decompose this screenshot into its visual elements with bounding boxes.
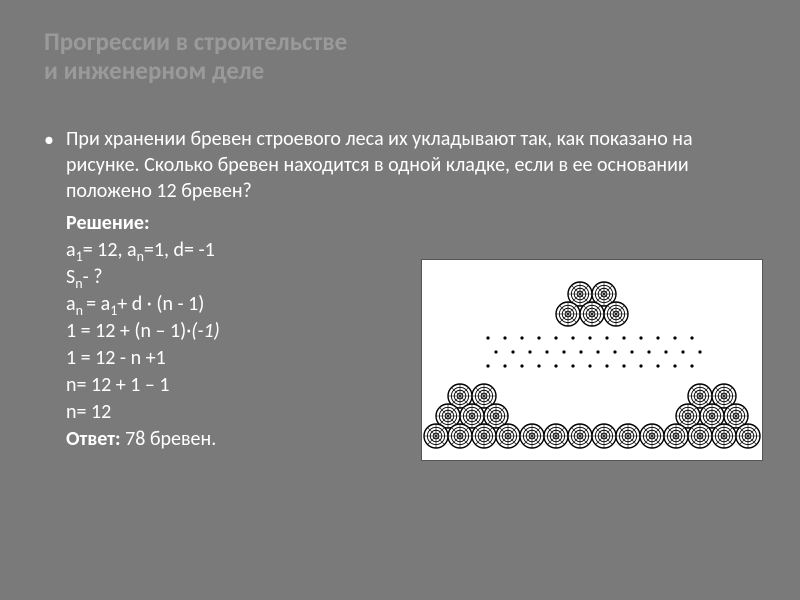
slide: Прогрессии в строительстве и инженерном … <box>0 0 800 600</box>
title-line-2: и инженерном деле <box>44 55 264 86</box>
title-line-1: Прогрессии в строительстве <box>44 26 347 57</box>
problem-block: • При хранении бревен строевого леса их … <box>44 126 756 204</box>
slide-title: Прогрессии в строительстве и инженерном … <box>44 28 756 86</box>
log-stack-figure <box>422 260 762 460</box>
solution-label: Решение: <box>66 210 756 237</box>
log-stack-svg <box>422 260 762 460</box>
problem-text: При хранении бревен строевого леса их ук… <box>66 126 726 204</box>
bullet-icon: • <box>44 126 66 152</box>
